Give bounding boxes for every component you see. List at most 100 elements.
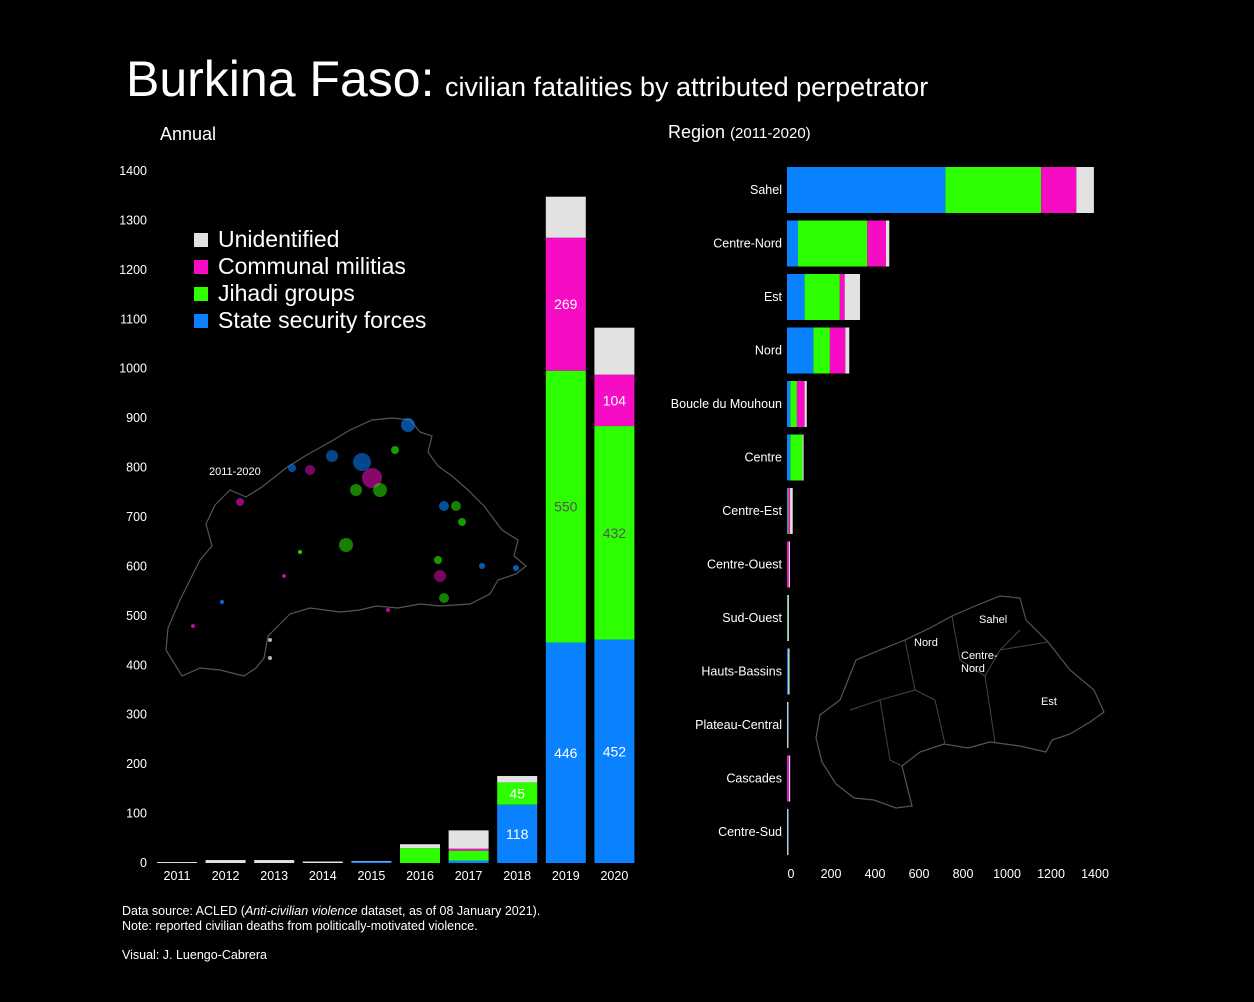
legend-label: Communal militias: [218, 253, 406, 279]
event-dot: [513, 565, 519, 571]
bar-segment-unidentified: [787, 595, 789, 641]
region-reference-map: Sahel Nord Centre-Nord Est: [815, 595, 1105, 809]
bar-segment-jihadi-groups: [813, 327, 830, 374]
bar-segment-state-security-forces: [351, 861, 392, 863]
bar-segment-unidentified: [302, 861, 343, 863]
title-main: Burkina Faso:: [126, 51, 435, 107]
data-label: 269: [554, 296, 578, 312]
x-tick-label: 2019: [552, 869, 580, 883]
event-dot: [339, 538, 353, 552]
event-dot: [391, 446, 399, 454]
region-category-label: Cascades: [726, 772, 782, 786]
x-tick-label: 2012: [212, 869, 240, 883]
burkina-faso-inset-map: 2011-2020: [165, 417, 527, 677]
legend-swatch: [194, 313, 208, 328]
bar-segment-unidentified: [400, 844, 440, 849]
bar-segment-unidentified: [788, 541, 790, 588]
region-category-label: Nord: [755, 344, 782, 358]
region-category-label: Boucle du Mouhoun: [671, 397, 782, 411]
region-map-label-centre-nord-line: Centre-: [961, 650, 998, 662]
event-dot: [268, 638, 272, 642]
region-category-label: Plateau-Central: [695, 718, 782, 732]
data-label: 432: [603, 525, 627, 541]
y-tick-label: 1200: [119, 263, 147, 277]
bar-segment-communal-militias: [787, 541, 789, 588]
bar-segment-communal-militias: [788, 488, 791, 534]
footer-source-prefix: Data source: ACLED (: [122, 904, 245, 918]
legend-label: Unidentified: [218, 226, 340, 252]
bar-segment-state-security-forces: [787, 488, 789, 534]
bar-segment-jihadi-groups: [945, 167, 1042, 213]
region-panel-period: (2011-2020): [730, 125, 811, 142]
y-tick-label: 700: [126, 510, 147, 524]
legend-swatch: [194, 286, 208, 301]
region-map-borders: [849, 615, 1049, 767]
region-map-outline: [815, 595, 1105, 809]
region-map-label-nord: Nord: [914, 637, 938, 649]
x-tick-label: 0: [788, 867, 795, 881]
bar-segment-communal-militias: [839, 274, 845, 320]
bar-segment-unidentified: [448, 830, 489, 849]
region-category-label: Sud-Ouest: [722, 611, 782, 625]
bar-segment-state-security-forces: [787, 220, 798, 267]
bar-segment-unidentified: [1076, 167, 1094, 213]
bar-segment-state-security-forces: [594, 639, 635, 863]
annual-stacked-bar-chart: 0 100 200 300 400 500 600 700 800 900 1000 1100 1200…: [119, 164, 635, 883]
bar-segment-unidentified: [886, 220, 890, 267]
bar-segment-communal-militias: [594, 374, 635, 427]
region-category-label: Centre-Nord: [713, 237, 782, 251]
region-category-label: Sahel: [750, 183, 782, 197]
event-dot: [191, 624, 195, 628]
bar-segment-communal-militias: [1041, 167, 1077, 213]
bar-segment-state-security-forces: [787, 434, 791, 481]
event-dot: [439, 593, 449, 603]
region-panel-title: Region: [668, 122, 726, 142]
event-dot: [386, 608, 390, 612]
footer-source-suffix: dataset, as of 08 January 2021).: [357, 904, 541, 918]
bar-segment-state-security-forces: [545, 642, 586, 863]
event-dot: [282, 574, 286, 578]
footer-credit: Visual: J. Luengo-Cabrera: [122, 948, 267, 962]
bar-segment-jihadi-groups: [798, 220, 868, 267]
event-dot: [220, 600, 224, 604]
region-category-label: Hauts-Bassins: [701, 665, 782, 679]
legend-swatch: [194, 259, 208, 274]
bar-segment-communal-militias: [829, 327, 846, 374]
bar-segment-jihadi-groups: [790, 434, 803, 481]
bar-segment-unidentified: [497, 776, 538, 783]
data-label: 446: [554, 745, 578, 761]
bar-segment-jihadi-groups: [787, 488, 789, 534]
legend-item-unidentified: Unidentified: [194, 226, 426, 253]
bar-segment-unidentified: [790, 488, 793, 534]
x-tick-label: 1000: [993, 867, 1021, 881]
region-category-label: Est: [764, 290, 783, 304]
event-dot: [236, 498, 244, 506]
legend: Unidentified Communal militias Jihadi gr…: [194, 226, 426, 334]
event-dot: [288, 464, 296, 472]
x-tick-label: 200: [821, 867, 842, 881]
region-category-label: Centre-Sud: [718, 825, 782, 839]
bar-segment-unidentified: [254, 860, 295, 863]
bar-segment-unidentified: [845, 327, 850, 374]
bar-segment-jihadi-groups: [790, 381, 797, 427]
footer-source: Data source: ACLED (Anti-civilian violen…: [122, 904, 540, 918]
bar-segment-unidentified: [594, 327, 635, 375]
x-tick-label: 2015: [357, 869, 385, 883]
region-panel-label: Region (2011-2020): [668, 122, 811, 143]
x-tick-label: 600: [909, 867, 930, 881]
data-label: 45: [509, 786, 525, 802]
bar-segment-jihadi-groups: [594, 426, 635, 640]
bar-segment-unidentified: [804, 381, 807, 427]
data-label: 104: [603, 392, 627, 408]
bar-segment-communal-militias: [787, 755, 789, 802]
bar-segment-communal-militias: [867, 220, 886, 267]
bar-segment-state-security-forces: [787, 167, 946, 213]
inset-map-label: 2011-2020: [209, 466, 261, 478]
y-tick-label: 200: [126, 757, 147, 771]
bar-segment-jihadi-groups: [448, 850, 489, 861]
legend-item-jihadi-groups: Jihadi groups: [194, 280, 426, 307]
event-dot: [326, 450, 338, 462]
x-tick-label: 2013: [260, 869, 288, 883]
event-dot: [439, 501, 449, 511]
